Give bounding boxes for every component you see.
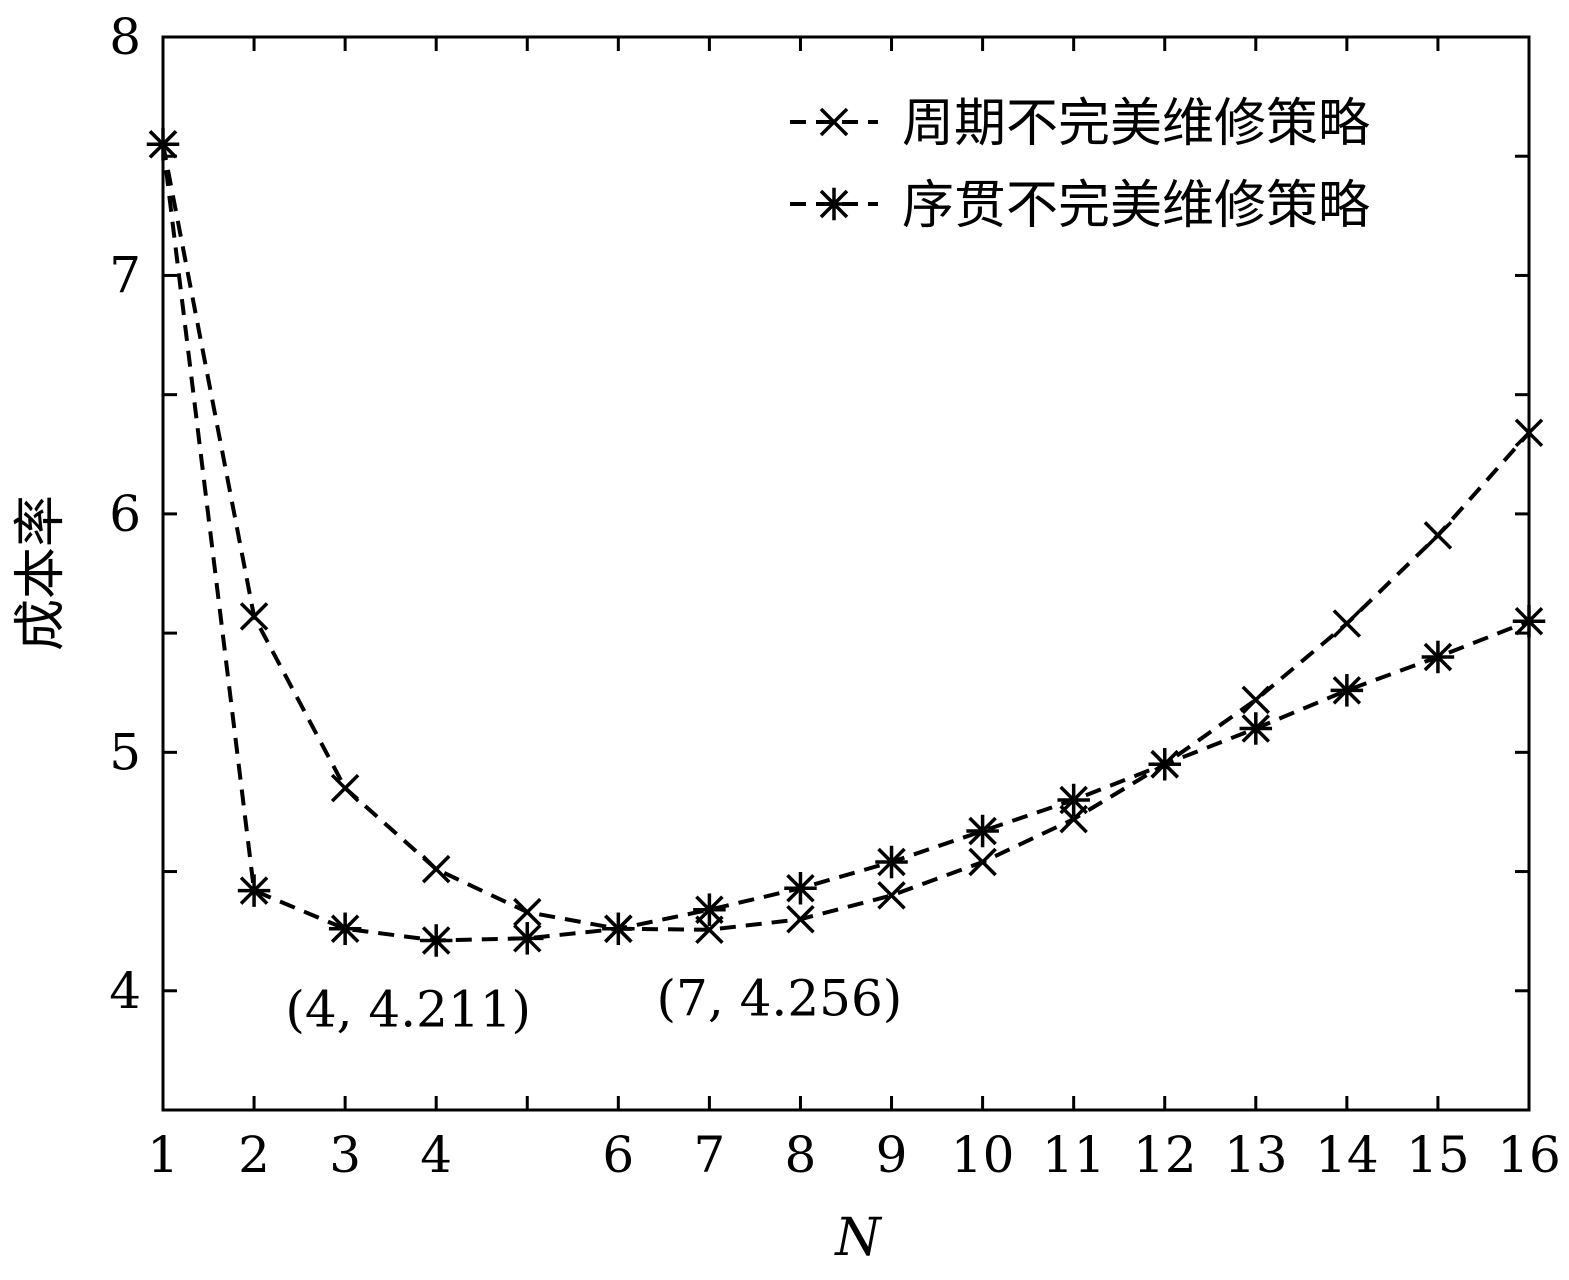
x-marker xyxy=(1423,521,1453,550)
x-marker xyxy=(968,847,997,877)
asterisk-marker xyxy=(693,893,726,926)
x-tick-label: 7 xyxy=(693,1126,725,1184)
asterisk-marker xyxy=(328,912,362,946)
asterisk-marker xyxy=(1148,748,1181,781)
asterisk-marker xyxy=(875,845,908,879)
x-tick-label: 11 xyxy=(1042,1126,1106,1184)
asterisk-marker xyxy=(419,924,453,957)
x-tick-label: 9 xyxy=(876,1126,908,1184)
annotations: (4, 4.211) (7, 4.256) xyxy=(285,970,902,1039)
y-tick-label: 4 xyxy=(109,962,141,1020)
x-marker xyxy=(239,602,269,631)
x-tick-label: 12 xyxy=(1133,1126,1197,1184)
series-2 xyxy=(146,128,1546,957)
x-marker xyxy=(421,854,451,884)
y-axis-label: 成本率 xyxy=(11,495,71,651)
asterisk-marker xyxy=(602,912,635,946)
x-marker xyxy=(1332,609,1362,638)
y-tick-label: 7 xyxy=(109,246,141,304)
series-layer xyxy=(146,128,1546,957)
x-marker xyxy=(695,915,724,944)
x-axis-label: N xyxy=(833,1208,882,1268)
series-1 xyxy=(148,130,1544,944)
y-tick-label: 6 xyxy=(109,485,141,543)
asterisk-marker xyxy=(784,871,817,905)
x-tick-label: 3 xyxy=(329,1126,361,1184)
x-tick-label: 4 xyxy=(420,1126,452,1184)
x-marker xyxy=(1241,685,1271,715)
x-tick-label: 8 xyxy=(785,1126,817,1184)
legend-item: 序贯不完美维修策略 xyxy=(790,176,1370,236)
asterisk-marker xyxy=(237,874,271,907)
x-marker xyxy=(786,905,815,934)
x-tick-label: 1 xyxy=(147,1126,179,1184)
asterisk-marker xyxy=(817,187,851,221)
x-tick-label: 14 xyxy=(1315,1126,1379,1184)
series-line xyxy=(161,144,1530,943)
x-marker xyxy=(330,773,360,803)
x-marker xyxy=(1514,418,1544,448)
x-tick-label: 16 xyxy=(1497,1126,1561,1184)
annotation-label: (4, 4.211) xyxy=(285,980,531,1038)
asterisk-marker xyxy=(1421,640,1455,674)
legend-label: 序贯不完美维修策略 xyxy=(902,176,1370,236)
annotation-label: (7, 4.256) xyxy=(657,970,903,1028)
x-tick-label: 15 xyxy=(1406,1126,1470,1184)
asterisk-marker xyxy=(1330,674,1364,707)
plot-frame xyxy=(161,35,1531,1112)
asterisk-marker xyxy=(1512,604,1546,638)
x-tick-label: 13 xyxy=(1224,1126,1288,1184)
x-marker xyxy=(513,897,542,927)
x-tick-label: 10 xyxy=(951,1126,1015,1184)
asterisk-marker xyxy=(966,814,999,848)
series-line xyxy=(161,143,1531,932)
asterisk-marker xyxy=(511,922,544,955)
asterisk-marker xyxy=(1057,783,1090,817)
legend-label: 周期不完美维修策略 xyxy=(902,94,1370,154)
x-tick-label: 2 xyxy=(238,1126,270,1184)
x-tick-label: 6 xyxy=(602,1126,634,1184)
x-marker xyxy=(877,881,906,910)
legend-item: 周期不完美维修策略 xyxy=(790,94,1370,154)
asterisk-marker xyxy=(1239,712,1273,745)
x-marker xyxy=(819,107,849,137)
y-tick-label: 8 xyxy=(109,8,141,66)
asterisk-marker xyxy=(146,128,180,161)
y-tick-label: 5 xyxy=(109,723,141,781)
